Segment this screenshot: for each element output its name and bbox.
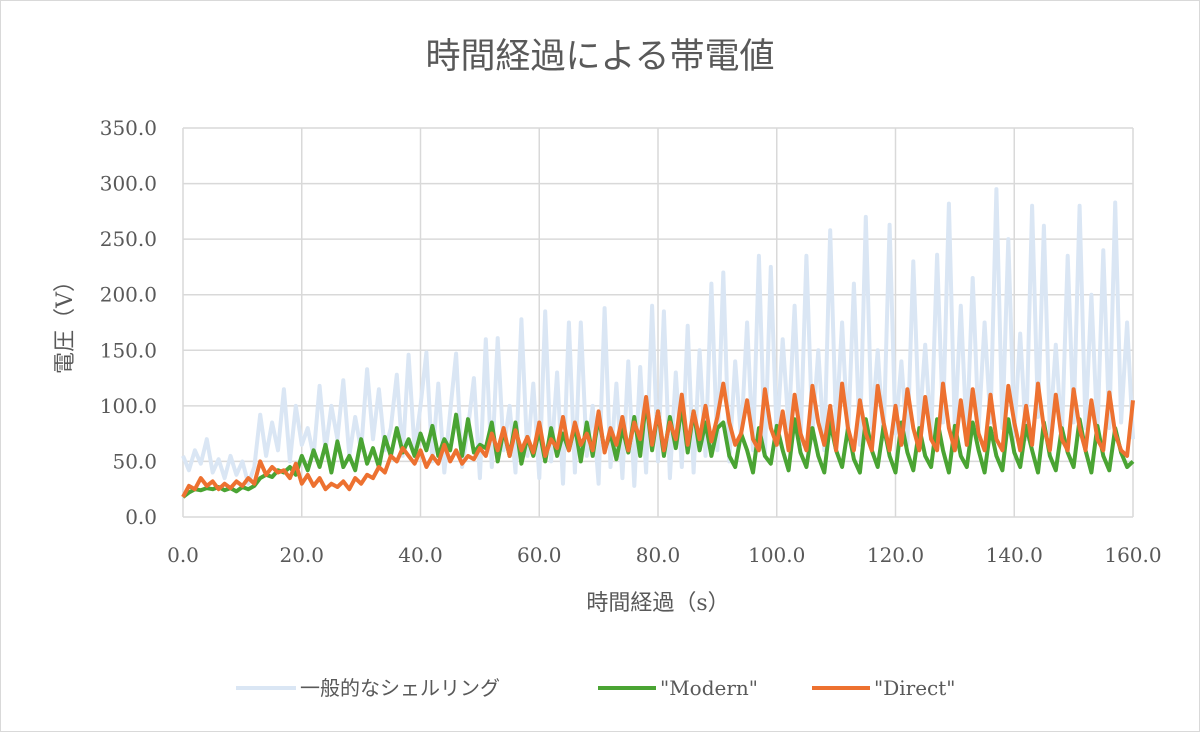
y-tick-label: 100.0: [100, 394, 157, 418]
y-tick-label: 150.0: [100, 338, 157, 362]
y-tick-label: 350.0: [100, 116, 157, 140]
x-tick-label: 40.0: [398, 543, 443, 567]
x-axis-title: 時間経過（s）: [586, 591, 729, 616]
x-tick-label: 160.0: [1104, 543, 1161, 567]
x-axis-ticks: 0.0 20.0 40.0 60.0 80.0 100.0 120.0 140.0 160.0: [167, 543, 1162, 567]
series-general-shell-ring-line: [181, 187, 1135, 488]
legend: 一般的なシェルリング "Modern" "Direct": [236, 676, 955, 700]
x-tick-label: 0.0: [167, 543, 199, 567]
series-direct-line: [181, 381, 1135, 498]
x-tick-label: 100.0: [748, 543, 805, 567]
y-tick-label: 0.0: [125, 505, 157, 529]
y-axis-ticks: 0.0 50.0 100.0 150.0 200.0 250.0 300.0 350.0: [100, 116, 157, 529]
x-tick-label: 140.0: [986, 543, 1043, 567]
y-tick-label: 300.0: [100, 172, 157, 196]
y-tick-label: 200.0: [100, 283, 157, 307]
legend-label: "Modern": [660, 676, 758, 700]
y-axis-title: 電圧（V）: [53, 270, 78, 374]
y-tick-label: 250.0: [100, 227, 157, 251]
chart-title: 時間経過による帯電値: [426, 37, 775, 77]
y-tick-label: 50.0: [112, 449, 157, 473]
series-lines: [181, 187, 1135, 499]
x-tick-label: 20.0: [279, 543, 324, 567]
x-tick-label: 80.0: [636, 543, 681, 567]
x-tick-label: 60.0: [517, 543, 562, 567]
legend-label: 一般的なシェルリング: [300, 676, 500, 700]
legend-label: "Direct": [874, 676, 955, 700]
x-tick-label: 120.0: [867, 543, 924, 567]
